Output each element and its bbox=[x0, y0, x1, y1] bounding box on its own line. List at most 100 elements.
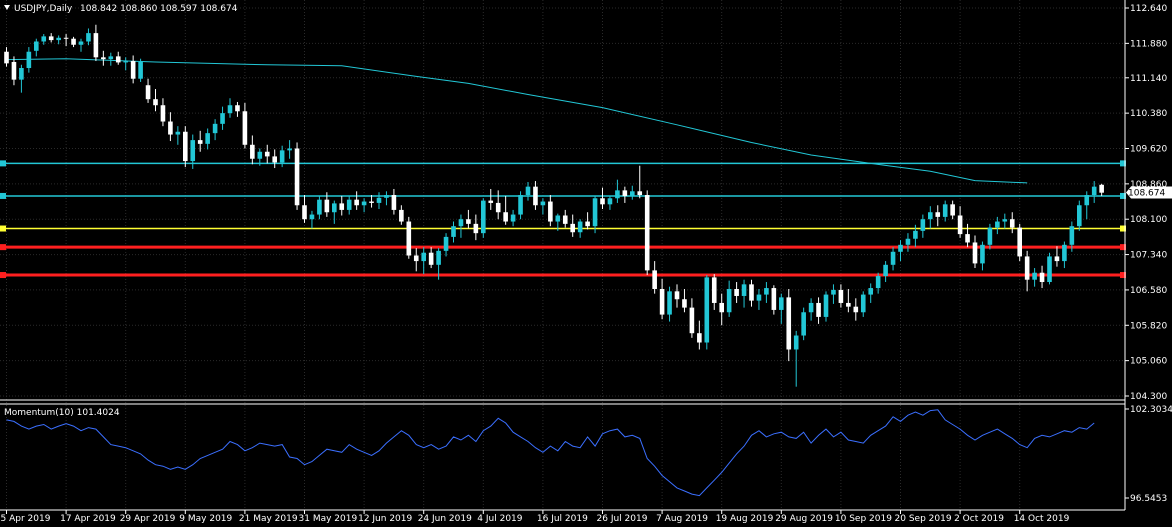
candle-body-down bbox=[11, 61, 17, 80]
candle-body-up bbox=[920, 219, 926, 231]
candle-body-up bbox=[279, 150, 285, 163]
candle-body-up bbox=[510, 214, 516, 222]
momentum-title: Momentum(10) 101.4024 bbox=[4, 408, 120, 418]
candle-body-down bbox=[294, 148, 300, 206]
candle-body-down bbox=[71, 38, 76, 45]
candle-body-up bbox=[793, 335, 799, 350]
candle-body-up bbox=[451, 226, 456, 237]
candle-body-up bbox=[518, 195, 523, 215]
candlestick-series bbox=[4, 24, 1104, 387]
candle-body-up bbox=[309, 214, 315, 220]
candle-body-down bbox=[1009, 219, 1015, 228]
candle-body-down bbox=[399, 209, 404, 222]
candle-body-up bbox=[212, 123, 218, 134]
momentum-series bbox=[6, 409, 1095, 497]
candle-body-up bbox=[987, 227, 993, 245]
current-price-marker: 108.674 bbox=[1126, 186, 1172, 199]
level-handle-right bbox=[1120, 225, 1126, 232]
candle-body-up bbox=[555, 215, 561, 222]
candle-body-down bbox=[689, 307, 695, 334]
candle-body-down bbox=[816, 302, 821, 317]
price-tick-label: 111.880 bbox=[1130, 39, 1167, 49]
price-tick-label: 105.060 bbox=[1130, 357, 1167, 367]
time-tick-label: 29 Apr 2019 bbox=[120, 514, 176, 524]
candle-body-down bbox=[354, 199, 359, 206]
candle-body-up bbox=[764, 288, 769, 295]
candle-body-down bbox=[250, 144, 255, 159]
candle-body-down bbox=[838, 289, 844, 303]
candle-body-up bbox=[1077, 205, 1082, 227]
candle-body-down bbox=[637, 191, 643, 196]
candle-body-up bbox=[443, 236, 449, 251]
level-handle-left bbox=[0, 272, 6, 279]
candle-body-down bbox=[600, 198, 605, 205]
momentum-tick-label: 102.3034 bbox=[1130, 405, 1172, 415]
level-handle-left bbox=[0, 160, 6, 167]
candle-body-down bbox=[1039, 272, 1045, 283]
candle-body-up bbox=[630, 191, 635, 196]
moving-average bbox=[6, 58, 1028, 184]
momentum-tick-label: 96.5453 bbox=[1130, 494, 1167, 504]
candle-body-up bbox=[19, 68, 24, 80]
candle-body-up bbox=[78, 41, 84, 45]
candle-body-down bbox=[242, 111, 248, 145]
candle-body-up bbox=[138, 61, 143, 79]
candle-body-down bbox=[674, 291, 680, 300]
price-tick-label: 107.340 bbox=[1130, 251, 1167, 261]
candle-body-down bbox=[622, 190, 628, 196]
candle-body-up bbox=[779, 297, 784, 310]
candle-body-down bbox=[570, 223, 575, 233]
candle-body-down bbox=[495, 202, 501, 213]
candle-body-down bbox=[235, 105, 240, 112]
level-handle-right bbox=[1120, 244, 1126, 251]
candle-body-up bbox=[831, 289, 836, 295]
level-handle-right bbox=[1120, 192, 1126, 199]
candle-body-up bbox=[436, 250, 441, 265]
candle-body-up bbox=[361, 201, 367, 206]
candle-body-down bbox=[197, 140, 203, 144]
time-axis: 5 Apr 2019 17 Apr 2019 29 Apr 2019 9 May 20… bbox=[1, 510, 1070, 524]
candle-body-up bbox=[577, 221, 583, 233]
time-tick-label: 7 Aug 2019 bbox=[656, 514, 708, 524]
price-tick-label: 108.860 bbox=[1130, 180, 1167, 190]
candle-body-up bbox=[883, 264, 888, 276]
candle-body-down bbox=[719, 302, 724, 313]
candle-body-down bbox=[548, 201, 553, 222]
candle-body-up bbox=[592, 198, 598, 227]
candle-body-down bbox=[115, 56, 121, 63]
candle-body-down bbox=[339, 203, 345, 210]
candle-body-down bbox=[950, 204, 955, 216]
collapse-triangle-icon[interactable] bbox=[4, 5, 10, 10]
time-tick-label: 21 May 2019 bbox=[239, 514, 298, 524]
time-tick-label: 17 Apr 2019 bbox=[60, 514, 116, 524]
candle-body-up bbox=[704, 277, 710, 343]
candle-body-down bbox=[585, 221, 590, 227]
candle-body-up bbox=[942, 204, 948, 217]
candle-body-down bbox=[659, 288, 665, 315]
candle-body-up bbox=[346, 199, 352, 210]
candle-body-down bbox=[101, 57, 106, 60]
price-tick-label: 112.640 bbox=[1130, 4, 1167, 14]
candle-body-down bbox=[48, 36, 54, 41]
candle-body-down bbox=[935, 212, 941, 217]
candle-body-down bbox=[972, 242, 978, 264]
candle-body-up bbox=[823, 294, 829, 317]
candle-body-down bbox=[168, 121, 173, 135]
candle-body-down bbox=[183, 131, 188, 162]
level-handle-right bbox=[1120, 160, 1126, 167]
candle-body-down bbox=[786, 297, 792, 350]
time-tick-label: 10 Sep 2019 bbox=[835, 514, 892, 524]
candle-body-up bbox=[86, 33, 91, 42]
momentum-line bbox=[6, 409, 1095, 497]
candle-body-down bbox=[302, 205, 307, 220]
candle-body-down bbox=[264, 151, 270, 157]
candle-body-down bbox=[1024, 256, 1030, 280]
candle-body-down bbox=[771, 288, 777, 310]
candle-body-up bbox=[458, 219, 464, 227]
candle-body-up bbox=[1084, 195, 1090, 206]
price-tick-label: 105.820 bbox=[1130, 321, 1167, 331]
time-tick-label: 19 Aug 2019 bbox=[716, 514, 774, 524]
candle-body-up bbox=[980, 244, 985, 264]
candle-body-up bbox=[376, 197, 382, 203]
candle-body-down bbox=[652, 270, 657, 289]
